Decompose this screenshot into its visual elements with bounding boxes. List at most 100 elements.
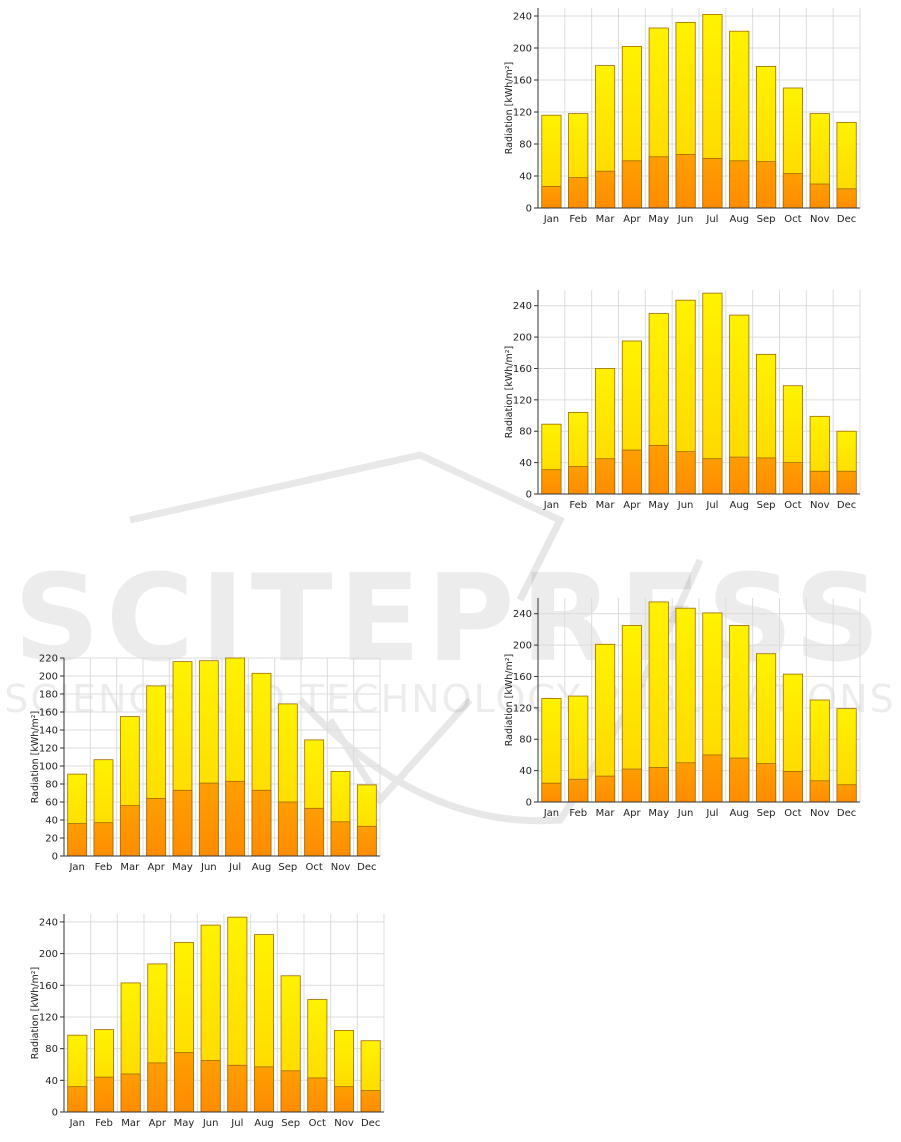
x-tick-label: Feb: [95, 862, 113, 873]
y-tick-label: 0: [526, 490, 532, 501]
y-tick-label: 0: [52, 852, 58, 863]
y-tick-label: 80: [45, 1044, 58, 1055]
bar-diffuse: [225, 780, 246, 857]
bar-diffuse: [675, 153, 696, 209]
bar-diffuse: [304, 807, 325, 857]
y-tick-label: 200: [39, 672, 58, 683]
x-tick-label: Jul: [705, 500, 718, 511]
x-tick-label: Apr: [623, 214, 641, 225]
y-tick-label: 200: [513, 44, 532, 55]
x-tick-label: Sep: [278, 862, 297, 873]
x-tick-label: Jan: [543, 500, 559, 511]
y-axis-label: Radiation [kWh/m²]: [504, 654, 515, 747]
x-tick-label: Jul: [705, 214, 718, 225]
x-tick-label: Jun: [677, 214, 694, 225]
x-tick-label: Apr: [149, 1118, 167, 1129]
y-tick-label: 80: [519, 140, 532, 151]
bar-diffuse: [782, 462, 803, 495]
y-tick-label: 220: [39, 654, 58, 665]
y-tick-label: 80: [45, 780, 58, 791]
bar-diffuse: [729, 456, 750, 495]
y-tick-label: 160: [39, 981, 58, 992]
bar-diffuse: [253, 1066, 274, 1113]
y-tick-label: 120: [39, 744, 58, 755]
bar-diffuse: [729, 160, 750, 209]
radiation-chart-middle-right: 0 40 80 120 160 200 240 Jan Feb Mar Apr May Jun Jul Au…: [500, 288, 866, 522]
y-tick-label: 40: [519, 172, 532, 183]
bar-diffuse: [756, 457, 777, 495]
x-tick-label: Nov: [334, 1118, 354, 1129]
bar-diffuse: [621, 160, 642, 209]
x-tick-label: Sep: [757, 808, 776, 819]
radiation-chart-left-lower: 0 40 80 120 160 200 240 Jan Feb Mar Apr May Jun Jul Au…: [26, 908, 392, 1142]
bar-diffuse: [119, 805, 140, 857]
bar-diffuse: [541, 469, 562, 495]
x-tick-label: Feb: [569, 214, 587, 225]
x-tick-label: Aug: [729, 214, 749, 225]
bar-diffuse: [675, 451, 696, 495]
x-tick-label: May: [648, 808, 669, 819]
x-tick-label: Oct: [784, 500, 801, 511]
y-tick-label: 80: [519, 427, 532, 438]
x-tick-label: Nov: [810, 214, 830, 225]
x-tick-label: Jan: [543, 808, 559, 819]
bar-diffuse: [702, 458, 723, 495]
x-tick-label: Jun: [202, 1118, 219, 1129]
x-tick-label: Nov: [810, 500, 830, 511]
bar-diffuse: [198, 782, 219, 857]
bar-diffuse: [836, 784, 857, 803]
y-axis-label: Radiation [kWh/m²]: [30, 967, 41, 1060]
bar-diffuse: [595, 170, 616, 209]
y-tick-label: 200: [39, 949, 58, 960]
bar-diffuse: [729, 757, 750, 803]
y-tick-label: 60: [45, 798, 58, 809]
x-tick-label: Jul: [228, 862, 241, 873]
chart-svg: 0 40 80 120 160 200 240 Jan Feb Mar Apr May Jun Jul Au…: [504, 290, 861, 511]
x-tick-label: Aug: [729, 808, 749, 819]
y-tick-label: 180: [39, 690, 58, 701]
y-tick-label: 0: [52, 1108, 58, 1119]
x-tick-label: Oct: [784, 808, 801, 819]
bar-diffuse: [67, 1086, 88, 1113]
x-tick-label: Mar: [596, 214, 616, 225]
y-tick-label: 200: [513, 641, 532, 652]
x-tick-label: Feb: [95, 1118, 113, 1129]
bar-diffuse: [200, 1060, 221, 1113]
y-tick-label: 20: [45, 834, 58, 845]
y-tick-label: 120: [513, 108, 532, 119]
x-tick-label: Dec: [361, 1118, 380, 1129]
x-tick-label: Aug: [254, 1118, 274, 1129]
bar-diffuse: [621, 449, 642, 495]
bar-diffuse: [809, 470, 830, 495]
radiation-chart-left-upper: 0 20 40 60 80 100 120 140 160 180 200 220 Jan Feb Mar A…: [26, 652, 392, 886]
bar-diffuse: [675, 762, 696, 803]
x-tick-label: Sep: [281, 1118, 300, 1129]
y-axis-label: Radiation [kWh/m²]: [504, 62, 515, 155]
x-tick-label: Feb: [569, 808, 587, 819]
x-tick-label: Oct: [309, 1118, 326, 1129]
bar-diffuse: [568, 466, 589, 495]
bar-diffuse: [782, 770, 803, 803]
y-tick-label: 240: [39, 917, 58, 928]
x-tick-label: May: [174, 1118, 195, 1129]
bar-diffuse: [809, 780, 830, 803]
bar-diffuse: [648, 156, 669, 209]
x-tick-label: Jun: [200, 862, 217, 873]
bar-diffuse: [782, 173, 803, 209]
bar-diffuse: [836, 470, 857, 495]
x-tick-label: Apr: [148, 862, 166, 873]
x-tick-label: Aug: [252, 862, 272, 873]
bar-diffuse: [568, 177, 589, 209]
x-tick-label: Mar: [596, 500, 616, 511]
bar-diffuse: [648, 444, 669, 495]
bar-diffuse: [120, 1073, 141, 1113]
x-tick-label: May: [648, 214, 669, 225]
x-tick-label: Sep: [757, 214, 776, 225]
bar-diffuse: [147, 1062, 168, 1113]
bar-diffuse: [702, 754, 723, 803]
bar-diffuse: [307, 1077, 328, 1113]
y-tick-label: 120: [513, 703, 532, 714]
x-tick-label: Dec: [837, 500, 856, 511]
x-tick-label: Jun: [677, 500, 694, 511]
x-tick-label: Feb: [569, 500, 587, 511]
